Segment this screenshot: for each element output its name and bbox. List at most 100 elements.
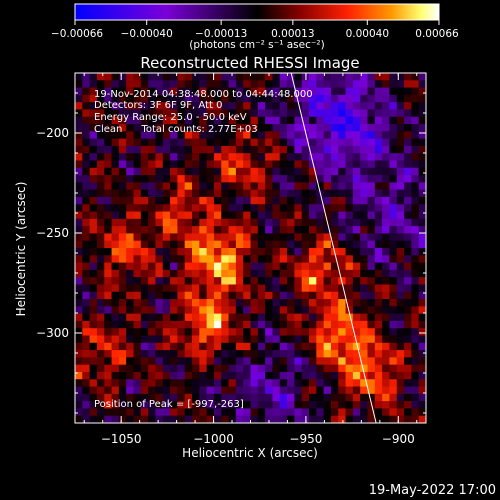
- heatmap-cell: [287, 350, 295, 358]
- heatmap-cell: [221, 386, 230, 395]
- heatmap-cell: [104, 328, 113, 337]
- heatmap-cell: [250, 131, 259, 140]
- heatmap-cell: [301, 211, 310, 220]
- heatmap-cell: [418, 116, 426, 125]
- heatmap-cell: [118, 357, 127, 366]
- heatmap-cell: [199, 284, 208, 293]
- heatmap-cell: [155, 102, 164, 111]
- heatmap-cell: [199, 160, 208, 169]
- heatmap-cell: [82, 196, 91, 205]
- x-tick-label: −950: [289, 432, 322, 446]
- heatmap-cell: [243, 73, 252, 81]
- heatmap-cell: [323, 364, 332, 373]
- heatmap-cell: [360, 342, 369, 351]
- heatmap-cell: [374, 328, 383, 337]
- heatmap-cell: [162, 124, 171, 132]
- heatmap-cell: [177, 393, 186, 402]
- heatmap-cell: [374, 371, 383, 380]
- heatmap-cell: [96, 328, 105, 337]
- heatmap-cell: [133, 320, 142, 329]
- heatmap-cell: [96, 313, 105, 322]
- heatmap-cell: [367, 342, 376, 351]
- heatmap-cell: [96, 248, 105, 256]
- heatmap-cell: [75, 182, 83, 191]
- heatmap-cell: [192, 116, 200, 125]
- heatmap-cell: [301, 350, 310, 358]
- peak-position-label: Position of Peak = [-997,-263]: [94, 399, 244, 410]
- heatmap-cell: [184, 357, 193, 366]
- heatmap-cell: [235, 189, 244, 198]
- heatmap-cell: [75, 364, 83, 373]
- heatmap-cell: [133, 182, 142, 191]
- heatmap-cell: [338, 284, 347, 293]
- heatmap-cell: [338, 364, 347, 373]
- heatmap-cell: [243, 386, 252, 395]
- heatmap-cell: [330, 299, 339, 307]
- heatmap-cell: [177, 408, 186, 417]
- heatmap-cell: [330, 182, 339, 191]
- heatmap-cell: [126, 233, 135, 242]
- heatmap-cell: [250, 371, 259, 380]
- heatmap-cell: [228, 196, 237, 205]
- heatmap-cell: [192, 284, 200, 293]
- heatmap-cell: [360, 87, 369, 96]
- heatmap-cell: [235, 342, 244, 351]
- heatmap-cell: [352, 401, 361, 410]
- heatmap-cell: [396, 401, 405, 410]
- heatmap-cell: [272, 408, 281, 417]
- heatmap-cell: [411, 393, 420, 402]
- heatmap-cell: [265, 342, 274, 351]
- heatmap-cell: [133, 116, 142, 125]
- heatmap-cell: [155, 408, 164, 417]
- heatmap-cell: [228, 379, 237, 388]
- heatmap-cell: [162, 80, 171, 89]
- heatmap-cell: [184, 299, 193, 307]
- heatmap-cell: [352, 189, 361, 198]
- heatmap-cell: [199, 102, 208, 111]
- heatmap-cell: [111, 255, 120, 264]
- heatmap-cell: [367, 248, 376, 256]
- heatmap-cell: [118, 218, 127, 227]
- heatmap-cell: [345, 393, 354, 402]
- heatmap-cell: [82, 124, 91, 132]
- heatmap-cell: [309, 284, 317, 293]
- heatmap-cell: [294, 124, 303, 132]
- heatmap-cell: [389, 226, 398, 235]
- heatmap-cell: [184, 204, 193, 213]
- heatmap-cell: [243, 196, 252, 205]
- heatmap-cell: [382, 248, 391, 256]
- heatmap-cell: [96, 94, 105, 103]
- heatmap-cell: [118, 226, 127, 235]
- heatmap-cell: [294, 342, 303, 351]
- heatmap-cell: [75, 196, 83, 205]
- heatmap-cell: [228, 138, 237, 147]
- heatmap-cell: [170, 160, 178, 169]
- heatmap-cell: [140, 109, 149, 118]
- heatmap-cell: [133, 386, 142, 395]
- heatmap-cell: [104, 393, 113, 402]
- heatmap-cell: [192, 160, 200, 169]
- heatmap-cell: [323, 357, 332, 366]
- heatmap-cell: [382, 124, 391, 132]
- heatmap-cell: [162, 131, 171, 140]
- heatmap-cell: [301, 357, 310, 366]
- heatmap-cell: [352, 153, 361, 162]
- heatmap-cell: [279, 226, 288, 235]
- heatmap-cell: [272, 401, 281, 410]
- heatmap-cell: [133, 328, 142, 337]
- heatmap-cell: [133, 167, 142, 176]
- heatmap-cell: [155, 124, 164, 132]
- heatmap-cell: [279, 87, 288, 96]
- heatmap-cell: [257, 328, 266, 337]
- heatmap-cell: [279, 269, 288, 278]
- heatmap-cell: [411, 189, 420, 198]
- heatmap-cell: [235, 262, 244, 271]
- heatmap-cell: [148, 299, 157, 307]
- heatmap-cell: [140, 335, 149, 344]
- heatmap-cell: [316, 94, 325, 103]
- heatmap-cell: [309, 364, 317, 373]
- heatmap-cell: [360, 408, 369, 417]
- heatmap-cell: [389, 386, 398, 395]
- heatmap-cell: [221, 182, 230, 191]
- heatmap-cell: [75, 335, 83, 344]
